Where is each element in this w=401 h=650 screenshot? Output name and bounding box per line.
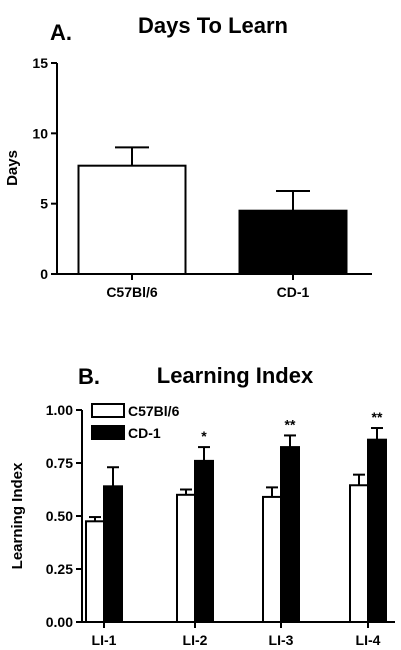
panel-b-label: B.: [78, 364, 100, 389]
chart-a-title: Days To Learn: [138, 13, 288, 38]
y-tick-label-b: 0.75: [46, 455, 73, 471]
x-tick-label-b: LI-3: [269, 632, 294, 648]
bar-b: [349, 484, 369, 624]
bar-b: [280, 446, 300, 623]
x-tick-label-a: CD-1: [277, 284, 310, 300]
chart-b-ylabel: Learning Index: [9, 462, 26, 569]
bar-b: [85, 520, 105, 623]
bar-b: [103, 485, 123, 623]
x-tick-label-a: C57Bl/6: [106, 284, 158, 300]
y-tick-label-a: 5: [40, 196, 48, 212]
y-tick-label-a: 15: [32, 55, 48, 71]
chart-a-ylabel: Days: [4, 150, 21, 186]
legend-swatch: [91, 403, 125, 418]
legend-label: CD-1: [128, 425, 161, 441]
bar-b: [262, 495, 282, 624]
x-tick-label-b: LI-2: [183, 632, 208, 648]
y-tick-label-b: 0.00: [46, 614, 73, 630]
chart-b-title: Learning Index: [157, 363, 314, 388]
y-tick-label-a: 0: [40, 266, 48, 282]
y-tick-label-a: 10: [32, 125, 48, 141]
y-tick-label-b: 1.00: [46, 402, 73, 418]
bar-b: [194, 459, 214, 623]
x-tick-label-b: LI-4: [356, 632, 381, 648]
bar-b: [367, 438, 387, 623]
y-tick-label-b: 0.50: [46, 508, 73, 524]
bar-a: [77, 164, 187, 275]
legend-label: C57Bl/6: [128, 403, 180, 419]
y-tick-label-b: 0.25: [46, 561, 73, 577]
x-tick-label-b: LI-1: [92, 632, 117, 648]
significance-marker: *: [201, 428, 207, 444]
legend-swatch: [91, 425, 125, 440]
chart-learning-index: B. Learning Index Learning Index 0.00 0.2…: [9, 363, 395, 648]
bar-b: [176, 493, 196, 623]
chart-days-to-learn: A. Days To Learn Days 0 5 10 15 C57Bl/6 CD-1: [4, 13, 372, 300]
bar-a: [238, 209, 348, 275]
panel-a-label: A.: [50, 20, 72, 45]
significance-marker: **: [285, 416, 296, 432]
significance-marker: **: [372, 409, 383, 425]
